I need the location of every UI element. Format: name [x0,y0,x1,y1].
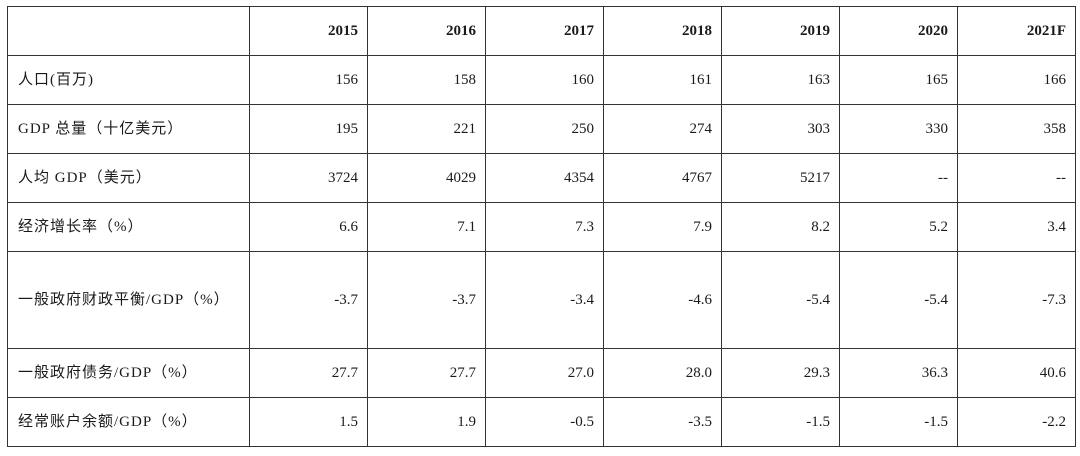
table-cell: 5217 [721,153,840,203]
table-cell: 4354 [485,153,604,203]
table-cell: -3.5 [603,397,722,447]
row-label-current-account: 经常账户余额/GDP（%） [7,397,250,447]
table-cell: 161 [603,55,722,105]
table-cell: 4767 [603,153,722,203]
row-label-government-debt: 一般政府债务/GDP（%） [7,348,250,398]
table-cell: 156 [249,55,368,105]
row-label-fiscal-balance: 一般政府财政平衡/GDP（%） [7,251,250,349]
table-cell: -1.5 [839,397,958,447]
table-cell: 7.3 [485,202,604,252]
table-row-current-account: 经常账户余额/GDP（%） 1.5 1.9 -0.5 -3.5 -1.5 -1.… [7,397,1076,447]
table-cell: 40.6 [957,348,1076,398]
table-cell: -7.3 [957,251,1076,349]
table-cell: 163 [721,55,840,105]
table-cell: 6.6 [249,202,368,252]
table-cell: -1.5 [721,397,840,447]
economic-indicators-table: 2015 2016 2017 2018 2019 2020 2021F 人口(百… [7,6,1076,447]
row-label-gdp-total: GDP 总量（十亿美元） [7,104,250,154]
table-cell: 221 [367,104,486,154]
table-cell: 7.1 [367,202,486,252]
table-row-gdp-per-capita: 人均 GDP（美元） 3724 4029 4354 4767 5217 -- -… [7,153,1076,203]
table-cell: 250 [485,104,604,154]
table-cell: -2.2 [957,397,1076,447]
table-cell: 28.0 [603,348,722,398]
table-cell: -5.4 [721,251,840,349]
table-cell: -5.4 [839,251,958,349]
header-year-2021f: 2021F [957,6,1076,56]
table-cell: 303 [721,104,840,154]
table-cell: -3.7 [367,251,486,349]
table-cell: 27.0 [485,348,604,398]
header-year-2020: 2020 [839,6,958,56]
header-year-2016: 2016 [367,6,486,56]
table-row-government-debt: 一般政府债务/GDP（%） 27.7 27.7 27.0 28.0 29.3 3… [7,348,1076,398]
table-cell: 195 [249,104,368,154]
table-cell: 1.9 [367,397,486,447]
table-cell: 3724 [249,153,368,203]
table-cell: 166 [957,55,1076,105]
table-cell: 274 [603,104,722,154]
table-cell: 3.4 [957,202,1076,252]
table-cell: -- [839,153,958,203]
table-cell: 165 [839,55,958,105]
table-cell: -- [957,153,1076,203]
table-cell: 1.5 [249,397,368,447]
table-cell: 330 [839,104,958,154]
table-cell: 358 [957,104,1076,154]
table-cell: -0.5 [485,397,604,447]
table-cell: 29.3 [721,348,840,398]
header-year-2018: 2018 [603,6,722,56]
table-cell: -4.6 [603,251,722,349]
table-cell: 158 [367,55,486,105]
row-label-population: 人口(百万) [7,55,250,105]
header-year-2019: 2019 [721,6,840,56]
table-row-population: 人口(百万) 156 158 160 161 163 165 166 [7,55,1076,105]
table-row-gdp-total: GDP 总量（十亿美元） 195 221 250 274 303 330 358 [7,104,1076,154]
table-cell: -3.4 [485,251,604,349]
header-year-2017: 2017 [485,6,604,56]
table-row-fiscal-balance: 一般政府财政平衡/GDP（%） -3.7 -3.7 -3.4 -4.6 -5.4… [7,251,1076,349]
table-cell: 7.9 [603,202,722,252]
economic-indicators-table-container: 2015 2016 2017 2018 2019 2020 2021F 人口(百… [7,6,1076,447]
table-cell: -3.7 [249,251,368,349]
header-year-2015: 2015 [249,6,368,56]
table-cell: 8.2 [721,202,840,252]
header-row: 2015 2016 2017 2018 2019 2020 2021F [7,6,1076,56]
table-cell: 27.7 [367,348,486,398]
table-cell: 36.3 [839,348,958,398]
table-cell: 5.2 [839,202,958,252]
header-corner-cell [7,6,250,56]
table-cell: 4029 [367,153,486,203]
row-label-growth-rate: 经济增长率（%） [7,202,250,252]
table-cell: 160 [485,55,604,105]
table-cell: 27.7 [249,348,368,398]
row-label-gdp-per-capita: 人均 GDP（美元） [7,153,250,203]
table-row-growth-rate: 经济增长率（%） 6.6 7.1 7.3 7.9 8.2 5.2 3.4 [7,202,1076,252]
